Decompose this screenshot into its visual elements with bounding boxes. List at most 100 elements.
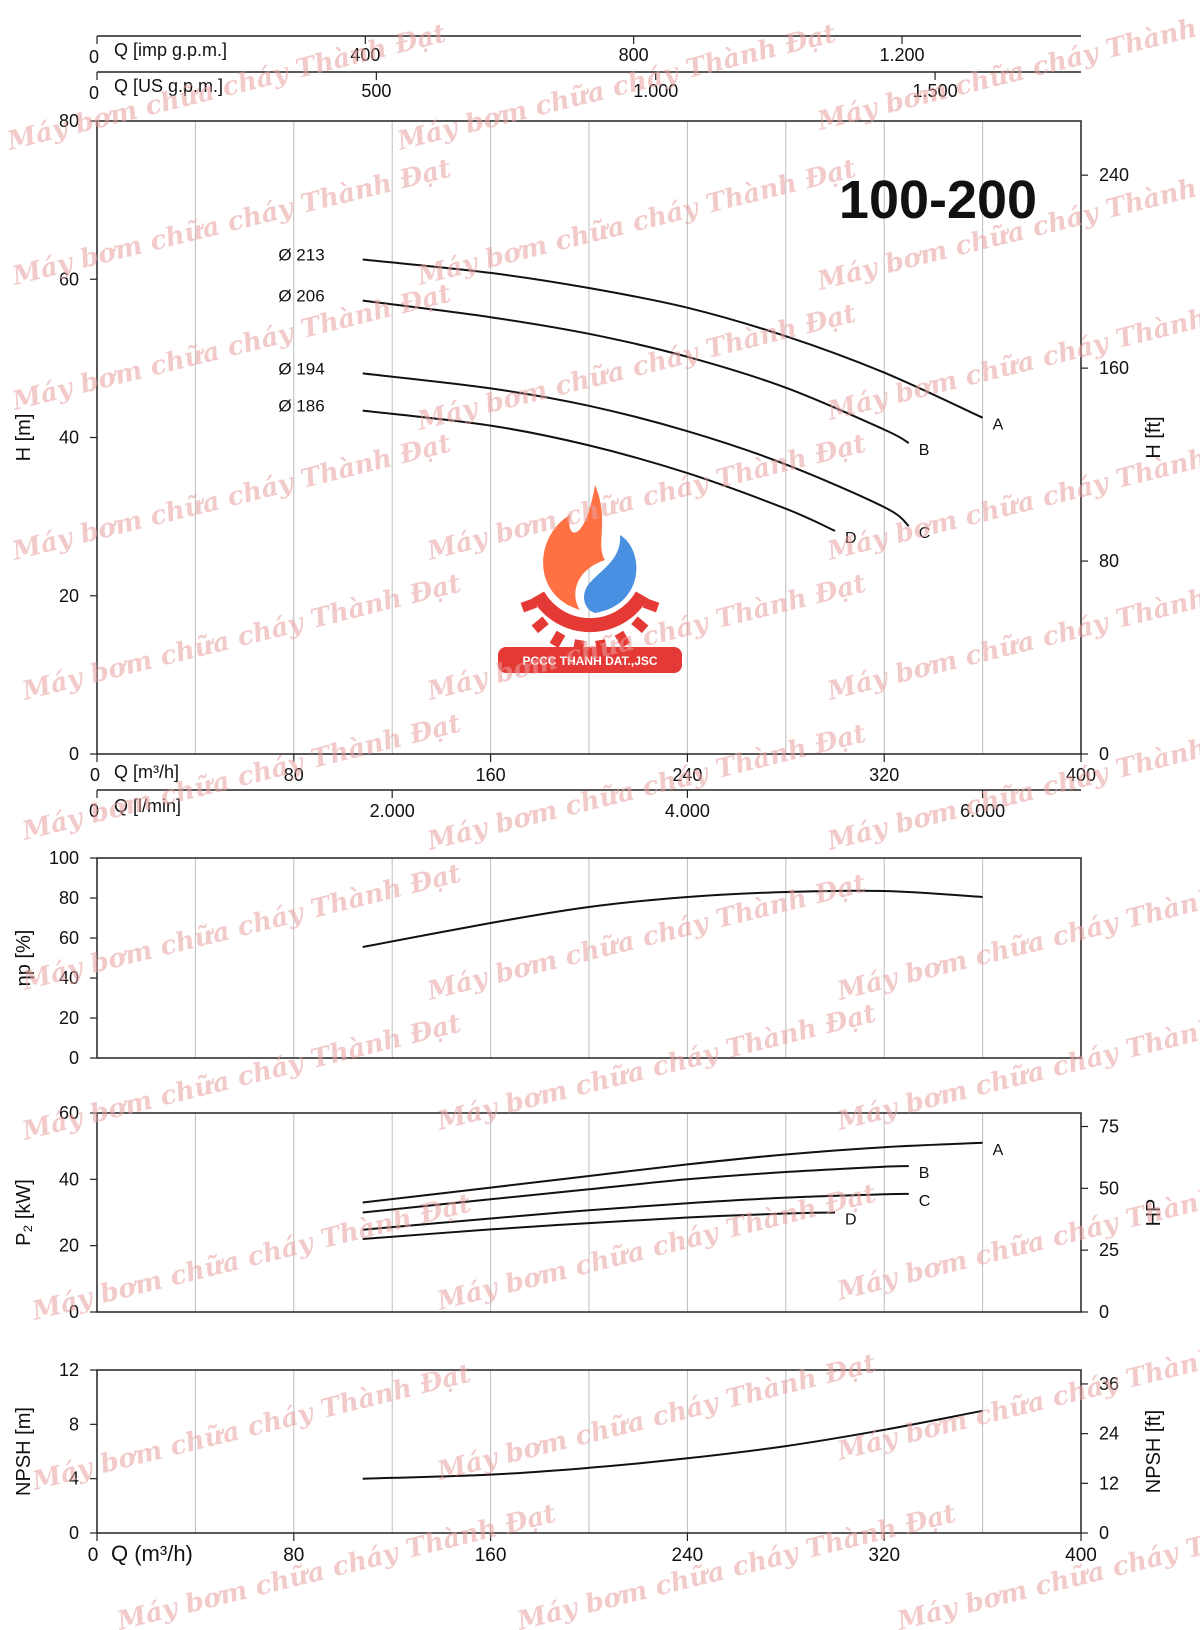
logo-gear-tooth: [549, 630, 566, 648]
watermark-text: Máy bơm chữa cháy Thành Đạt: [18, 859, 464, 997]
watermark-text: Máy bơm chữa cháy Thành Đạt: [813, 0, 1200, 137]
y-right-axis-label: H [ft]: [1143, 416, 1165, 458]
logo-gear-arc: [531, 591, 649, 633]
logo-gear-tooth: [531, 616, 549, 634]
watermark-text: Máy bơm chữa cháy Thành Đạt: [18, 569, 464, 707]
head-series-label: A: [993, 417, 1004, 434]
top-axis-tick-label: 0: [89, 47, 99, 67]
y-axis-label: ηp [%]: [13, 930, 35, 987]
power-series-label: C: [919, 1193, 931, 1210]
logo-gear-tooth: [520, 598, 538, 613]
top-axis-label: Q [imp g.p.m.]: [114, 40, 227, 60]
panel-frame-npsh: [96, 1369, 1082, 1534]
y-right-tick-label: 0: [1099, 744, 1109, 764]
x-tick-label: 320: [868, 1545, 900, 1566]
y-tick-label: 0: [69, 1523, 79, 1543]
watermark-text: Máy bơm chữa cháy Thành Đạt: [823, 569, 1200, 707]
x-tick-label: 160: [476, 765, 506, 785]
watermark-text: Máy bơm chữa cháy Thành Đạt: [433, 999, 879, 1137]
logo-gear-tooth: [631, 616, 649, 634]
head-series-label: B: [919, 442, 930, 459]
top-axis-tick-label: 1.500: [913, 81, 958, 101]
top-axis-tick-label: 0: [89, 83, 99, 103]
y-right-tick-label: 80: [1099, 551, 1119, 571]
y-tick-label: 80: [59, 888, 79, 908]
head-series-label: D: [845, 530, 857, 547]
logo-text: PCCC THANH DAT.,JSC: [522, 654, 657, 668]
watermark-text: Máy bơm chữa cháy Thành Đạt: [8, 279, 454, 417]
watermark-text: Máy bơm chữa cháy Thành Đạt: [833, 869, 1200, 1007]
model-title: 100-200: [839, 170, 1037, 230]
x-tick-label: 160: [475, 1545, 507, 1566]
y-axis-label: H [m]: [13, 414, 35, 462]
power-series-label: B: [919, 1165, 930, 1182]
watermark-text: Máy bơm chữa cháy Thành Đạt: [28, 1359, 474, 1497]
head-curve-A: [362, 258, 984, 419]
y-tick-label: 8: [69, 1414, 79, 1434]
npsh-curve: [362, 1409, 983, 1480]
head-curve-B: [362, 299, 910, 444]
y-right-tick-label: 50: [1099, 1178, 1119, 1198]
watermark-text: Máy bơm chữa cháy Thành Đạt: [393, 19, 839, 157]
watermark-text: Máy bơm chữa cháy Thành Đạt: [413, 154, 859, 292]
x-tick-label: 0: [90, 765, 100, 785]
y-right-tick-label: 75: [1099, 1117, 1119, 1137]
logo-gear-tooth: [614, 630, 631, 648]
logo-flame: [543, 485, 605, 610]
y-tick-label: 40: [59, 1169, 79, 1189]
power-curve-C: [362, 1192, 909, 1231]
x-tick-label: 400: [1065, 1545, 1097, 1566]
head-curve-C: [362, 372, 910, 527]
y-tick-label: 60: [59, 1103, 79, 1123]
y-right-tick-label: 0: [1099, 1523, 1109, 1543]
x-tick-label: 80: [284, 765, 304, 785]
y-tick-label: 40: [59, 968, 79, 988]
power-curve-B: [362, 1165, 909, 1214]
impeller-diameter-label: Ø 206: [278, 287, 324, 306]
y-tick-label: 60: [59, 928, 79, 948]
watermark-text: Máy bơm chữa cháy Thành Đạt: [823, 289, 1200, 427]
x-tick-label: 80: [283, 1545, 304, 1566]
x-tick-label: 240: [672, 1545, 704, 1566]
panel-frame-power: [96, 1112, 1082, 1313]
x-axis-label: Q (m³/h): [111, 1541, 193, 1566]
y-right-tick-label: 240: [1099, 165, 1129, 185]
y-tick-label: 40: [59, 428, 79, 448]
watermark-text: Máy bơm chữa cháy Thành Đạt: [18, 1009, 464, 1147]
y-tick-label: 20: [59, 1008, 79, 1028]
head-curve-D: [362, 409, 836, 532]
y-right-tick-label: 12: [1099, 1473, 1119, 1493]
impeller-diameter-label: Ø 186: [278, 397, 324, 416]
x-tick-label: 0: [88, 1545, 99, 1566]
watermark-text: Máy bơm chữa cháy Thành Đạt: [833, 999, 1200, 1137]
y-right-tick-label: 25: [1099, 1240, 1119, 1260]
watermark-text: Máy bơm chữa cháy Thành Đạt: [28, 1189, 474, 1327]
y-tick-label: 4: [69, 1469, 79, 1489]
power-series-label: A: [993, 1142, 1004, 1159]
head-series-label: C: [919, 525, 931, 542]
y-right-tick-label: 36: [1099, 1374, 1119, 1394]
x-tick-label: 320: [869, 765, 899, 785]
company-logo: PCCC THANH DAT.,JSC: [498, 485, 682, 673]
power-curve-A: [362, 1141, 983, 1204]
watermark-text: Máy bơm chữa cháy Thành Đạt: [833, 1169, 1200, 1307]
y-right-tick-label: 24: [1099, 1424, 1119, 1444]
x-tick-label: 400: [1066, 765, 1096, 785]
efficiency-curve: [362, 889, 983, 948]
y-right-axis-label: HP: [1143, 1199, 1165, 1227]
y-tick-label: 60: [59, 269, 79, 289]
y-tick-label: 20: [59, 1236, 79, 1256]
lmin-axis-tick-label: 6.000: [960, 801, 1005, 821]
logo-gear-tooth: [642, 598, 660, 613]
y-tick-label: 0: [69, 1302, 79, 1322]
logo-banner: [498, 647, 682, 673]
y-tick-label: 0: [69, 1048, 79, 1068]
x-axis-label: Q [m³/h]: [114, 762, 179, 782]
y-tick-label: 80: [59, 111, 79, 131]
lmin-axis-label: Q [l/min]: [114, 796, 181, 816]
impeller-diameter-label: Ø 194: [278, 359, 324, 378]
watermark-text: Máy bơm chữa cháy Thành Đạt: [433, 1179, 879, 1317]
lmin-axis-tick-label: 0: [89, 801, 99, 821]
